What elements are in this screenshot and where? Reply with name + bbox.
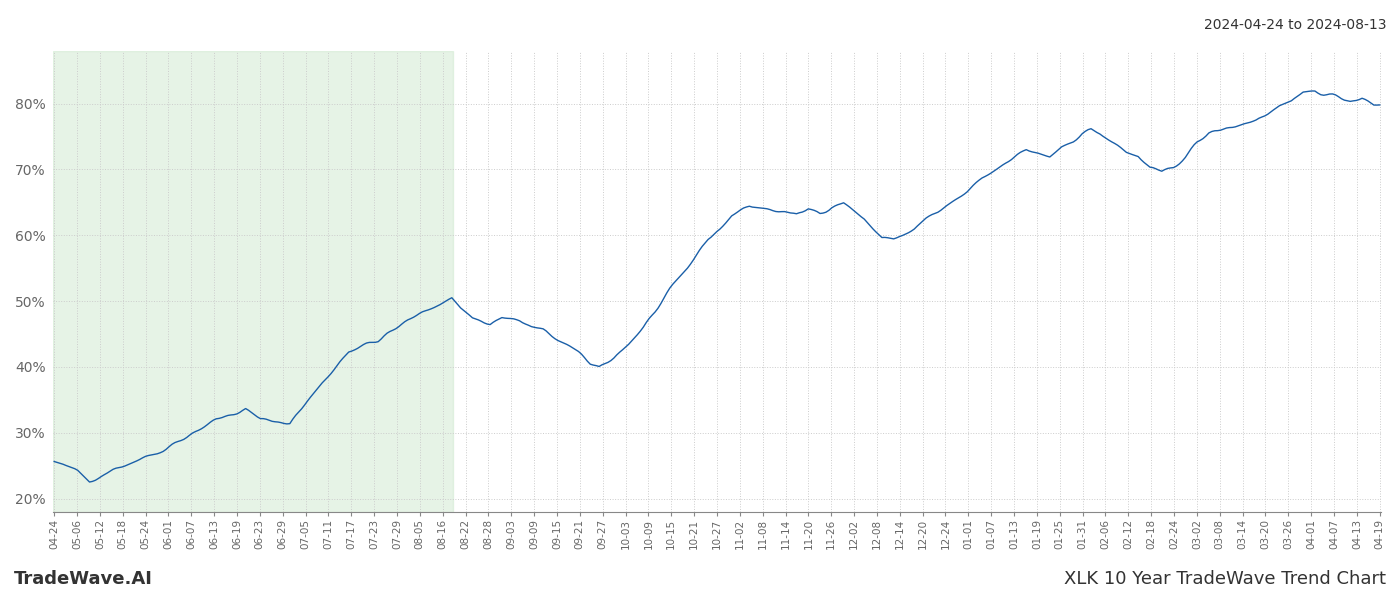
Text: XLK 10 Year TradeWave Trend Chart: XLK 10 Year TradeWave Trend Chart bbox=[1064, 570, 1386, 588]
Text: TradeWave.AI: TradeWave.AI bbox=[14, 570, 153, 588]
Text: 2024-04-24 to 2024-08-13: 2024-04-24 to 2024-08-13 bbox=[1204, 18, 1386, 32]
Bar bbox=[53, 51, 454, 512]
